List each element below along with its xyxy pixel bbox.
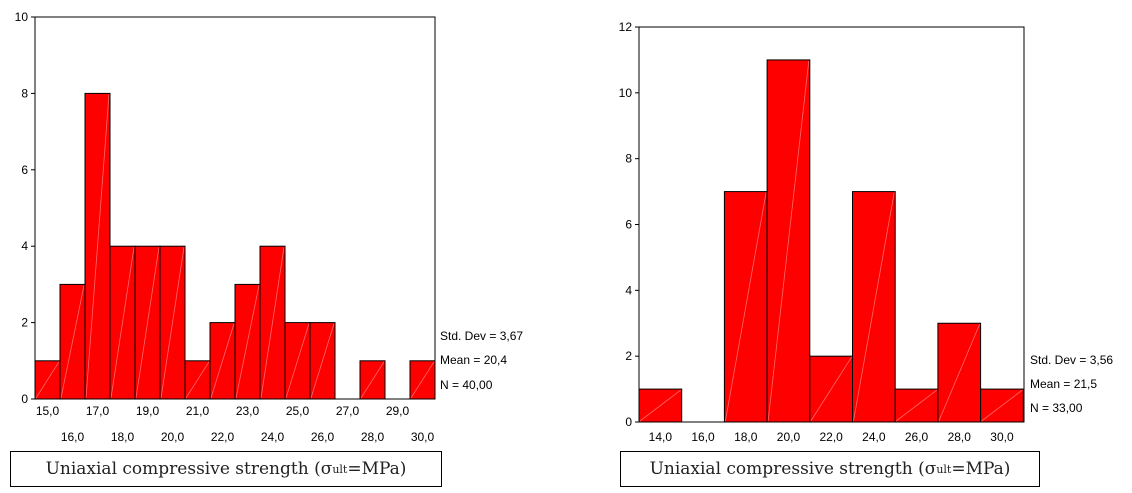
x-tick-label: 18,0 [111,430,135,444]
bar-shade-line [725,192,767,422]
bar-shade-line [767,60,810,422]
caption-left-suffix: =MPa) [347,459,407,479]
y-tick-label: 12 [619,20,633,34]
bar-shade-line [285,323,310,399]
y-tick-label: 8 [21,86,28,100]
y-tick-label: 2 [21,316,28,330]
stat-n: N = 40,00 [440,378,493,392]
y-tick-label: 2 [625,349,632,363]
x-tick-label: 27,0 [336,404,360,418]
bar-shade-line [60,285,85,399]
y-tick-label: 0 [625,415,632,429]
caption-left-subscript: ult [332,462,348,476]
x-tick-label: 20,0 [777,430,801,444]
histogram-left: 024681015,016,017,018,019,020,021,022,02… [15,10,524,444]
bar-shade-line [235,285,260,399]
y-tick-label: 8 [625,152,632,166]
stat-std-dev: Std. Dev = 3,56 [1030,353,1113,367]
x-tick-label: 25,0 [286,404,310,418]
x-tick-label: 26,0 [311,430,335,444]
x-axis-caption-left: Uniaxial compressive strength (σ ult =MPa… [10,451,442,487]
x-tick-label: 15,0 [36,404,60,418]
bar-shade-line [810,356,852,422]
bar-shade-line [895,389,938,422]
x-tick-label: 22,0 [819,430,843,444]
x-tick-label: 16,0 [61,430,85,444]
x-tick-label: 22,0 [211,430,235,444]
bar-shade-line [85,94,110,399]
x-tick-label: 19,0 [136,404,160,418]
bar-shade-line [360,361,385,399]
bar-shade-line [853,192,895,422]
x-tick-label: 28,0 [948,430,972,444]
caption-right-suffix: =MPa) [951,459,1011,479]
y-tick-label: 6 [625,218,632,232]
caption-left-prefix: Uniaxial compressive strength (σ [45,459,333,479]
histogram-bar [309,322,336,400]
caption-right-subscript: ult [936,462,952,476]
caption-right-prefix: Uniaxial compressive strength (σ [649,459,937,479]
stat-std-dev: Std. Dev = 3,67 [440,329,523,343]
histogram-right: 0 2 4 6 8 10 12 14,0 16,0 18,0 20,0 22,0 24,0 26,0 28,… [619,20,1114,444]
x-tick-label: 28,0 [361,430,385,444]
x-tick-label: 16,0 [691,430,715,444]
bar-shade-line [35,361,60,399]
x-tick-label: 30,0 [990,430,1014,444]
stat-n: N = 33,00 [1030,401,1083,415]
x-tick-label: 17,0 [86,404,110,418]
bar-shade-line [981,389,1023,422]
y-tick-label: 6 [21,163,28,177]
histogram-bar [59,283,86,400]
bar-shade-line [310,323,335,399]
x-tick-label: 30,0 [411,430,435,444]
bar-shade-line [639,389,681,422]
y-tick-label: 0 [21,392,28,406]
x-tick-label: 21,0 [186,404,210,418]
stat-mean: Mean = 20,4 [440,353,507,367]
bar-shade-line [410,361,435,399]
bar-shade-line [185,361,210,399]
x-tick-label: 20,0 [161,430,185,444]
bar-shade-line [210,323,235,399]
bar-shade-line [938,324,980,422]
x-axis-caption-right: Uniaxial compressive strength (σ ult =MPa… [620,451,1040,487]
stat-mean: Mean = 21,5 [1030,377,1097,391]
y-tick-label: 4 [625,283,632,297]
bar-shade-line [160,247,185,399]
x-tick-label: 24,0 [862,430,886,444]
y-tick-label: 4 [21,239,28,253]
bar-shade-line [110,247,135,399]
bar-shade-line [260,247,285,399]
y-tick-label: 10 [15,10,29,24]
y-tick-label: 10 [619,86,633,100]
bar-shade-line [135,247,160,399]
x-tick-label: 29,0 [386,404,410,418]
x-tick-label: 23,0 [236,404,260,418]
x-tick-label: 18,0 [734,430,758,444]
x-tick-label: 14,0 [649,430,673,444]
x-tick-label: 24,0 [261,430,285,444]
x-tick-label: 26,0 [905,430,929,444]
